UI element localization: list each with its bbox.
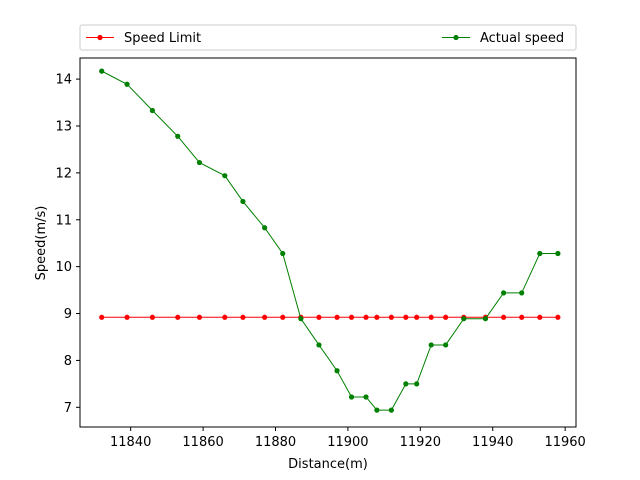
data-point-actual-speed (461, 316, 467, 322)
y-tick-label: 11 (55, 213, 72, 228)
y-tick-label: 12 (55, 166, 72, 181)
x-tick-label: 11840 (110, 435, 151, 450)
data-point-speed-limit (316, 314, 322, 320)
data-point-speed-limit (280, 314, 286, 320)
x-tick-label: 11900 (327, 435, 368, 450)
x-tick-label: 11940 (472, 435, 513, 450)
data-point-actual-speed (363, 394, 369, 400)
legend-box (79, 24, 577, 51)
data-point-speed-limit (388, 314, 394, 320)
y-axis-title: Speed(m/s) (34, 206, 49, 281)
data-point-actual-speed (414, 381, 420, 387)
data-point-actual-speed (99, 68, 105, 74)
data-point-actual-speed (222, 173, 228, 179)
plot-frame (79, 57, 577, 428)
x-tick-label: 11920 (400, 435, 441, 450)
data-point-speed-limit (240, 314, 246, 320)
x-tick-label: 11880 (255, 435, 296, 450)
data-point-speed-limit (99, 314, 105, 320)
series-layer (99, 68, 561, 413)
y-tick-label: 13 (55, 119, 72, 134)
data-point-actual-speed (348, 394, 355, 400)
legend-marker-actual-speed (453, 34, 459, 41)
data-point-actual-speed (316, 342, 322, 348)
data-point-speed-limit (403, 314, 409, 320)
data-point-actual-speed (298, 316, 304, 322)
data-point-speed-limit (443, 314, 449, 320)
y-tick-label: 10 (55, 260, 72, 275)
data-point-actual-speed (240, 198, 246, 205)
data-point-speed-limit (374, 314, 380, 320)
data-point-speed-limit (196, 314, 203, 320)
data-point-actual-speed (334, 368, 340, 374)
legend-label-speed-limit: Speed Limit (124, 31, 201, 46)
legend: Speed Limit Actual speed (79, 24, 577, 51)
data-point-speed-limit (428, 314, 434, 320)
data-point-speed-limit (500, 314, 507, 320)
data-point-actual-speed (500, 290, 507, 296)
data-point-actual-speed (175, 133, 181, 139)
data-point-actual-speed (388, 407, 394, 413)
data-point-actual-speed (428, 342, 434, 348)
data-point-actual-speed (124, 81, 130, 87)
data-point-actual-speed (555, 250, 561, 257)
x-tick-label: 11860 (182, 435, 223, 450)
legend-label-actual-speed: Actual speed (480, 31, 564, 46)
x-tick-label: 11960 (544, 435, 585, 450)
y-axis: 7 8 9 10 11 12 13 14 (55, 73, 80, 416)
data-point-speed-limit (363, 314, 369, 320)
data-point-speed-limit (348, 314, 355, 320)
data-point-actual-speed (537, 250, 543, 257)
legend-marker-speed-limit (97, 34, 103, 41)
data-point-speed-limit (149, 314, 156, 320)
y-tick-label: 14 (55, 73, 72, 88)
data-point-actual-speed (262, 225, 268, 231)
x-axis-title: Distance(m) (288, 457, 368, 472)
data-point-actual-speed (280, 250, 286, 257)
series-line-actual-speed (101, 70, 558, 411)
data-point-speed-limit (124, 314, 130, 320)
data-point-actual-speed (196, 159, 203, 166)
data-point-actual-speed (403, 381, 409, 387)
data-point-actual-speed (149, 107, 156, 114)
data-point-speed-limit (537, 314, 543, 320)
data-point-speed-limit (222, 314, 228, 320)
y-tick-label: 7 (64, 401, 72, 416)
y-tick-label: 9 (64, 307, 72, 322)
data-point-speed-limit (519, 314, 525, 320)
data-point-actual-speed (443, 342, 449, 348)
data-point-speed-limit (414, 314, 420, 320)
data-point-actual-speed (374, 407, 380, 413)
data-point-actual-speed (482, 316, 489, 322)
data-point-speed-limit (175, 314, 181, 320)
y-tick-label: 8 (64, 354, 72, 369)
x-axis: 11840 11860 11880 11900 11920 11940 11960 (110, 427, 586, 450)
data-point-speed-limit (555, 314, 561, 320)
data-point-speed-limit (262, 314, 268, 320)
data-point-speed-limit (334, 314, 340, 320)
data-point-actual-speed (519, 290, 525, 296)
